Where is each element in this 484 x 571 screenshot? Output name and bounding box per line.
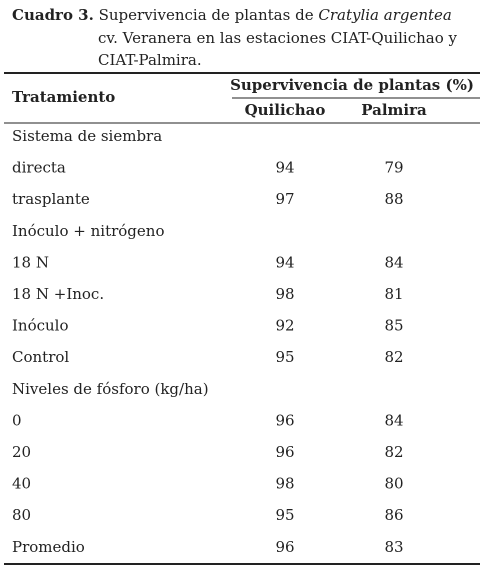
cell: 96	[275, 411, 294, 429]
caption-species: Cratylia argentea	[318, 6, 452, 24]
row-label: Control	[12, 348, 69, 366]
row-label: 20	[12, 443, 31, 461]
row-label: Sistema de siembra	[12, 127, 162, 145]
cell: 79	[384, 159, 403, 177]
row-label: Inóculo	[12, 317, 69, 335]
caption-text: CIAT-Palmira.	[98, 51, 202, 69]
cell: 80	[384, 475, 403, 493]
caption-text: Supervivencia de plantas de	[99, 6, 314, 24]
cell: 82	[384, 348, 403, 366]
cell: 92	[275, 317, 294, 335]
row-label: 0	[12, 411, 22, 429]
cell: 97	[275, 190, 294, 208]
cell: 81	[384, 285, 403, 303]
cell: 95	[275, 348, 294, 366]
row-label: 40	[12, 475, 31, 493]
caption-line-1: Cuadro 3. Supervivencia de plantas de Cr…	[12, 6, 452, 24]
cell: 83	[384, 538, 403, 556]
cell: 98	[275, 285, 294, 303]
row-label: 80	[12, 506, 31, 524]
row-label: directa	[12, 159, 66, 177]
header-column: Palmira	[361, 101, 427, 119]
cell: 88	[384, 190, 403, 208]
cell: 86	[384, 506, 403, 524]
header-column: Quilichao	[245, 101, 326, 119]
row-label: trasplante	[12, 190, 90, 208]
caption-label: Cuadro 3.	[12, 6, 94, 24]
cell: 82	[384, 443, 403, 461]
caption-text: cv. Veranera en las estaciones CIAT-Quil…	[98, 29, 457, 47]
cell: 95	[275, 506, 294, 524]
cell: 85	[384, 317, 403, 335]
cell: 84	[384, 253, 403, 271]
row-label: 18 N	[12, 253, 49, 271]
cell: 94	[275, 159, 294, 177]
row-label: Promedio	[12, 538, 85, 556]
cell: 96	[275, 443, 294, 461]
header-row-label: Tratamiento	[12, 88, 115, 106]
row-label: Niveles de fósforo (kg/ha)	[12, 380, 209, 398]
row-label: Inóculo + nitrógeno	[12, 222, 164, 240]
cell: 96	[275, 538, 294, 556]
cell: 98	[275, 475, 294, 493]
cell: 94	[275, 253, 294, 271]
row-label: 18 N +Inoc.	[12, 285, 104, 303]
header-group: Supervivencia de plantas (%)	[230, 76, 474, 94]
cell: 84	[384, 411, 403, 429]
